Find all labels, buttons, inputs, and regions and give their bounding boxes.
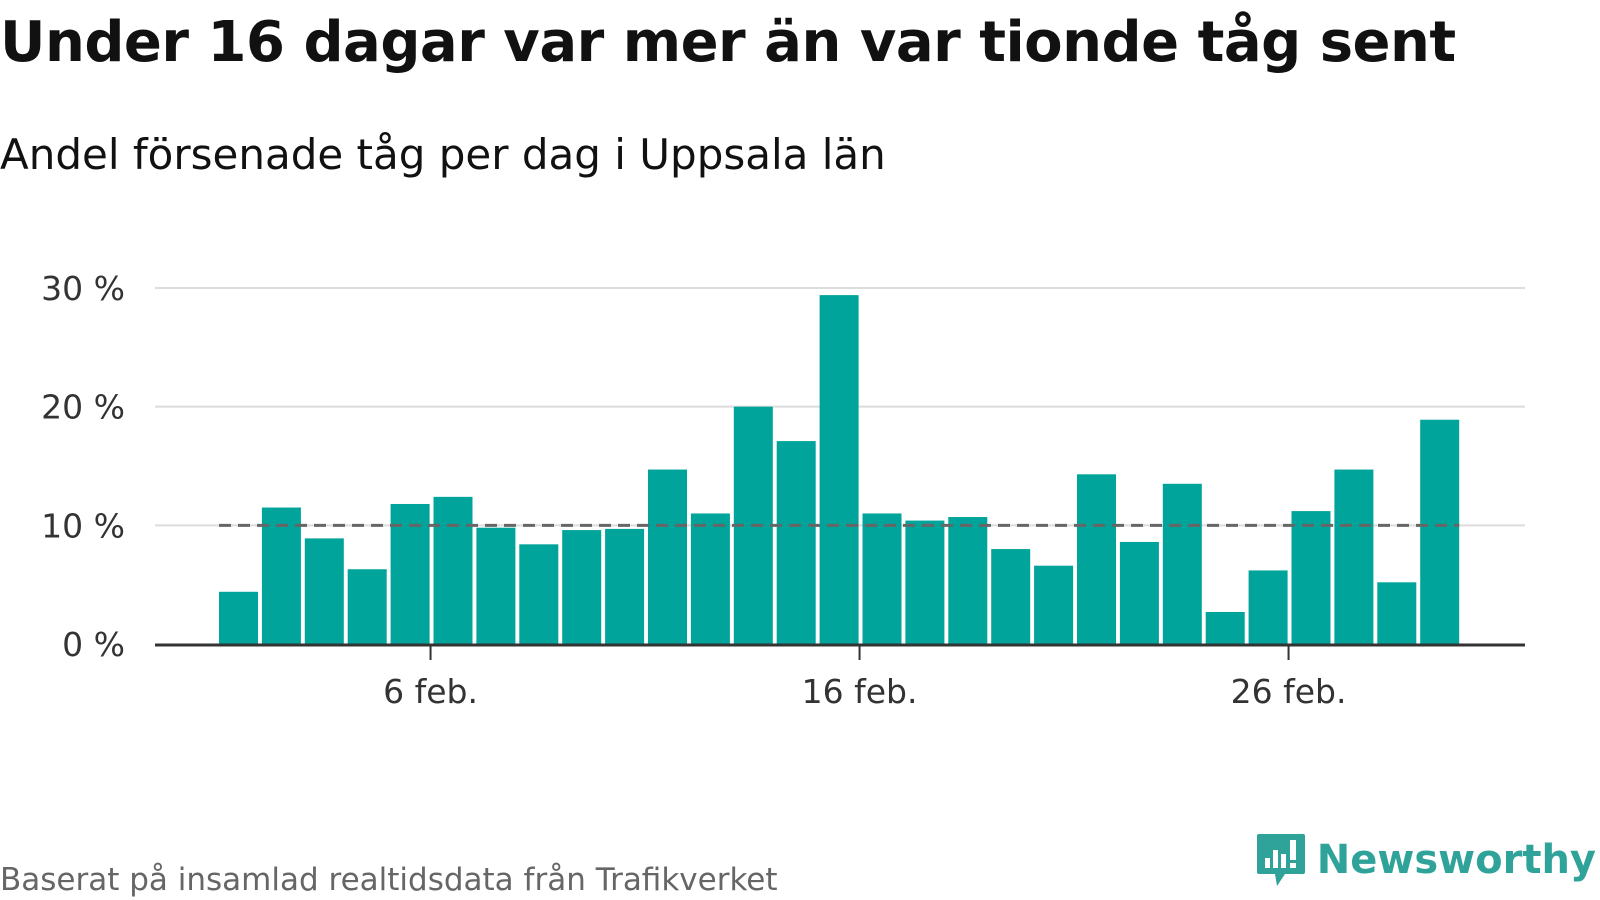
bar [690,513,730,644]
bar [1420,419,1460,644]
bar [1377,582,1417,644]
bar [1334,469,1374,644]
bar [948,517,988,644]
y-tick-label: 0 % [62,625,125,664]
x-tick-label: 26 feb. [1231,672,1347,711]
bar [776,441,816,644]
y-tick-label: 10 % [41,506,125,545]
bar [261,507,301,644]
bar [433,496,473,644]
bar [347,569,387,644]
x-tick-label: 6 feb. [383,672,478,711]
bar [519,544,559,644]
bar [304,538,344,644]
bar [1291,511,1331,644]
bar [991,549,1031,644]
bar [1077,474,1116,644]
bar [605,528,645,644]
bar [1248,570,1288,644]
y-tick-label: 20 % [41,388,125,427]
chart-subtitle: Andel försenade tåg per dag i Uppsala lä… [0,130,886,179]
bars [219,295,1460,644]
axes: 0 % 10 % 20 % 30 % 6 feb. 16 feb. 26 feb. [41,269,1525,711]
brand-logo: Newsworthy [1255,832,1596,888]
newsworthy-logo-icon [1256,834,1305,886]
x-tick-label: 16 feb. [802,672,918,711]
bar [219,591,258,644]
bar [862,513,902,644]
bar [1205,611,1245,644]
bar [390,503,430,644]
y-tick-label: 30 % [41,269,125,308]
bar [648,469,687,644]
bar [562,530,602,644]
bar [1034,565,1074,644]
bar [905,520,945,644]
source-note: Baserat på insamlad realtidsdata från Tr… [0,862,778,898]
bar [1162,483,1202,644]
brand-name: Newsworthy [1316,837,1596,883]
bar-chart: 0 % 10 % 20 % 30 % 6 feb. 16 feb. 26 feb. [41,269,1525,711]
bar [476,527,516,644]
chart-title: Under 16 dagar var mer än var tionde tåg… [0,10,1456,75]
bar [819,295,859,644]
bar [1119,541,1159,644]
